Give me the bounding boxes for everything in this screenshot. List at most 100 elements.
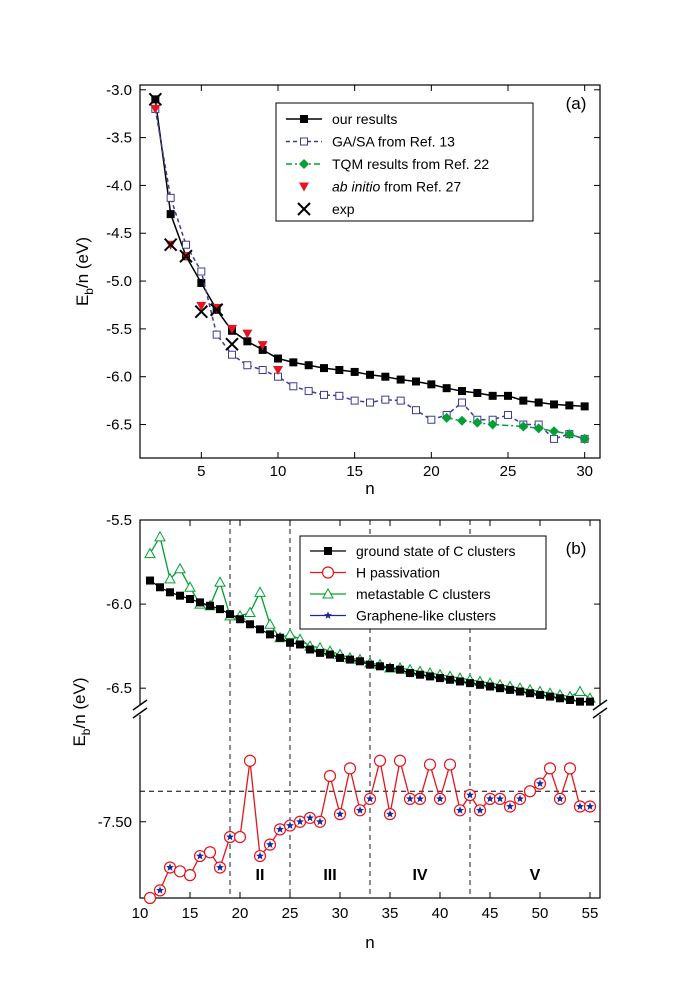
y-tick-label-a: -5.0: [106, 273, 132, 290]
data-point-b: [296, 640, 304, 649]
x-tick-label-b: 40: [432, 905, 449, 922]
data-point-a: [504, 391, 512, 400]
data-point-a: [534, 398, 543, 407]
legend-label-b: H passivation: [356, 565, 440, 581]
axis-break-mark: [132, 699, 148, 711]
legend-label-b: metastable C clusters: [356, 586, 491, 602]
series-b-0: [146, 576, 594, 706]
data-point-b: [556, 694, 564, 703]
data-point-b: [376, 662, 384, 671]
data-point-b: [243, 754, 257, 767]
legend-marker-b: [324, 547, 332, 555]
data-point-b: [266, 840, 274, 849]
data-point-b: [186, 595, 194, 604]
data-point-a: [504, 410, 512, 419]
data-point-a: [519, 396, 528, 405]
x-tick-label-a: 15: [346, 463, 363, 480]
data-point-a: [320, 364, 328, 373]
data-point-b: [486, 794, 494, 803]
region-label: II: [256, 867, 265, 884]
data-point-b: [506, 802, 514, 810]
data-point-b: [416, 670, 424, 679]
axis-break-mark: [132, 707, 148, 719]
data-point-b: [196, 598, 204, 607]
data-point-b: [346, 655, 354, 664]
x-axis-label-a: n: [365, 479, 374, 498]
data-point-a: [488, 391, 497, 400]
plot-frame-a: [139, 84, 601, 459]
legend-marker-b: [324, 611, 332, 619]
legend-label-a: GA/SA from Ref. 13: [332, 134, 455, 150]
legend-label-a: exp: [332, 201, 355, 217]
y-axis-label-sub-b: b: [79, 728, 93, 735]
data-point-b: [366, 660, 374, 669]
x-tick-label-b: 30: [332, 905, 349, 922]
data-point-b: [563, 762, 577, 775]
x-tick-label-a: 30: [576, 463, 593, 480]
legend-a: our results GA/SA from Ref. 13 TQM results…: [275, 102, 534, 222]
data-point-b: [226, 610, 234, 619]
data-point-a: [549, 426, 559, 437]
data-point-a: [381, 372, 390, 381]
legend-marker-a: [300, 137, 308, 146]
data-point-a: [179, 249, 193, 263]
data-point-a: [427, 380, 436, 389]
y-tick-label-a: -3.0: [106, 82, 132, 99]
x-axis-label-b: n: [365, 933, 374, 952]
data-point-b: [356, 657, 364, 666]
data-point-b: [496, 684, 504, 693]
data-point-b: [443, 758, 457, 771]
data-point-b: [264, 618, 276, 629]
data-point-a: [350, 367, 359, 376]
data-point-b: [576, 802, 584, 810]
data-point-a: [472, 417, 483, 428]
y-tick-label-b: -5.5: [106, 512, 132, 529]
x-tick-label-a: 25: [500, 463, 517, 480]
data-point-a: [335, 391, 344, 400]
legend-label-rest: from Ref. 27: [380, 179, 461, 195]
data-point-a: [163, 238, 178, 252]
data-point-b: [386, 809, 394, 818]
data-point-b: [496, 794, 504, 803]
data-point-b: [576, 697, 584, 706]
y-tick-label-a: -4.0: [106, 177, 132, 194]
data-point-a: [487, 419, 498, 430]
data-point-a: [458, 387, 466, 396]
data-point-b: [203, 846, 217, 859]
region-label: IV: [412, 867, 427, 884]
data-point-b: [336, 653, 344, 662]
axis-break-mark: [592, 707, 608, 719]
legend-label-a: TQM results from Ref. 22: [332, 156, 489, 172]
data-point-a: [196, 301, 207, 311]
panel-label-a: (a): [566, 94, 587, 113]
data-point-b: [373, 754, 387, 767]
y-tick-label-b: -7.50: [98, 814, 132, 831]
data-point-b: [456, 677, 464, 686]
data-point-b: [526, 689, 534, 698]
data-point-a: [579, 433, 590, 444]
data-point-b: [316, 648, 324, 657]
data-point-a: [304, 361, 313, 370]
y-tick-label-a: -6.0: [106, 369, 132, 386]
data-point-a: [194, 304, 209, 319]
data-point-a: [242, 329, 253, 339]
legend-marker-a: [300, 115, 308, 123]
panel-a: 5 10 15 20 25 30 -3.0 -3.5 -4.0 -4.5 -5.0 -5.5 -6.0 -…: [73, 82, 601, 498]
x-tick-label-b: 45: [482, 905, 499, 922]
data-point-b: [366, 794, 374, 803]
legend-marker-a: [297, 202, 311, 216]
legend-label-a: our results: [332, 111, 397, 127]
legend-marker-a: [299, 159, 309, 169]
data-point-b: [166, 863, 174, 871]
data-point-b: [184, 581, 196, 592]
legend-label-a: ab initio from Ref. 27: [332, 179, 461, 195]
data-point-a: [550, 434, 558, 443]
x-tick-label-b: 25: [282, 905, 299, 922]
x-tick-label-a: 20: [423, 463, 440, 480]
data-point-a: [518, 421, 529, 432]
data-point-b: [323, 769, 337, 783]
data-point-b: [566, 695, 574, 704]
data-point-b: [164, 572, 176, 584]
data-point-b: [446, 675, 454, 684]
data-point-a: [243, 361, 252, 370]
